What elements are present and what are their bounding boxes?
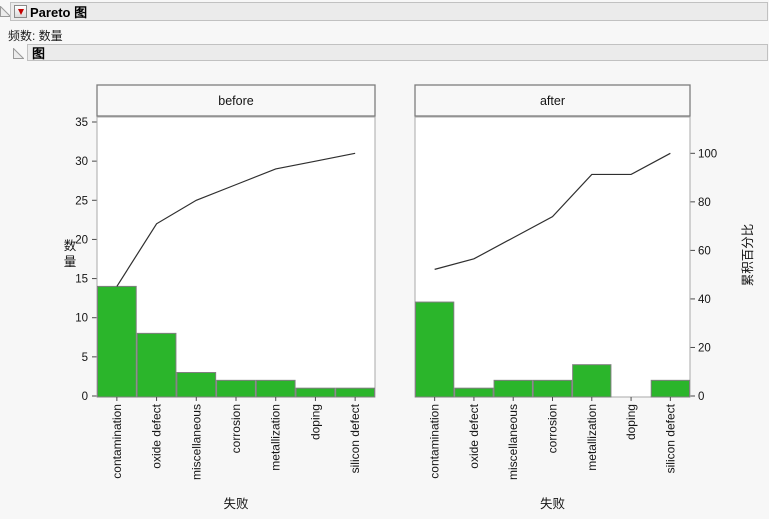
y-axis-tick-label: 25 [75, 195, 88, 207]
report-title: Pareto 图 [30, 5, 88, 20]
pareto-bar [255, 379, 296, 398]
x-axis-title: 失败 [540, 496, 566, 511]
section-title: 图 [32, 46, 46, 61]
category-label: contamination [428, 404, 442, 479]
category-label: corrosion [546, 404, 560, 453]
pareto-bar [335, 387, 375, 398]
y2-axis-title: 累积百分比 [741, 224, 755, 287]
pareto-bar [493, 379, 533, 398]
y2-axis-tick-label: 80 [698, 197, 711, 209]
pareto-bar [415, 301, 455, 398]
category-label: oxide defect [150, 403, 164, 468]
cumulative-percent-line [434, 152, 671, 270]
plot-area [414, 116, 691, 398]
category-label: metallization [585, 404, 599, 471]
x-axis-title: 失败 [223, 496, 249, 511]
pareto-bar [650, 379, 691, 398]
category-label: doping [308, 404, 322, 440]
y2-axis-tick-label: 40 [698, 294, 711, 306]
y-axis-title: 数量 [64, 238, 77, 269]
category-label: silicon defect [663, 403, 677, 473]
pareto-bar [136, 332, 177, 398]
y-axis-tick-label: 5 [82, 352, 88, 364]
y-axis-tick-label: 0 [82, 391, 88, 403]
category-label: contamination [110, 404, 124, 479]
pareto-bar [176, 372, 217, 398]
category-label: corrosion [229, 404, 243, 453]
category-label: miscellaneous [189, 404, 203, 480]
category-label: miscellaneous [506, 404, 520, 480]
pareto-bar [97, 285, 137, 398]
panel-title: before [218, 94, 253, 108]
y-axis-tick-label: 10 [75, 313, 88, 325]
category-label: oxide defect [467, 403, 481, 468]
y-axis-tick-label: 35 [75, 117, 88, 129]
y2-axis-tick-label: 0 [698, 391, 704, 403]
cumulative-percent-line [116, 152, 356, 287]
disclosure-open-icon-section[interactable] [13, 46, 25, 59]
section-title-bar: 图 [27, 44, 768, 61]
pareto-bar [295, 387, 336, 398]
y2-axis-tick-label: 100 [698, 148, 717, 160]
pareto-bar [454, 387, 494, 398]
y2-axis-tick-label: 20 [698, 342, 711, 354]
pareto-bar [532, 379, 573, 398]
y-axis-tick-label: 20 [75, 234, 88, 246]
y-axis-tick-label: 30 [75, 156, 88, 168]
category-label: silicon defect [348, 403, 362, 473]
category-label: metallization [269, 404, 283, 471]
report-title-bar: Pareto 图 [10, 2, 768, 21]
pareto-bar [216, 379, 256, 398]
frequency-label: 频数: 数量 [8, 29, 63, 43]
category-label: doping [624, 404, 638, 440]
panel-header-box [414, 84, 691, 117]
red-triangle-icon [17, 9, 24, 15]
y-axis-tick-label: 15 [75, 274, 88, 286]
pareto-bar [572, 364, 612, 398]
disclosure-open-icon[interactable] [0, 4, 12, 17]
red-triangle-menu-button[interactable] [14, 5, 27, 18]
panel-header-box [96, 84, 376, 117]
panel-title: after [540, 94, 565, 108]
y2-axis-tick-label: 60 [698, 245, 711, 257]
